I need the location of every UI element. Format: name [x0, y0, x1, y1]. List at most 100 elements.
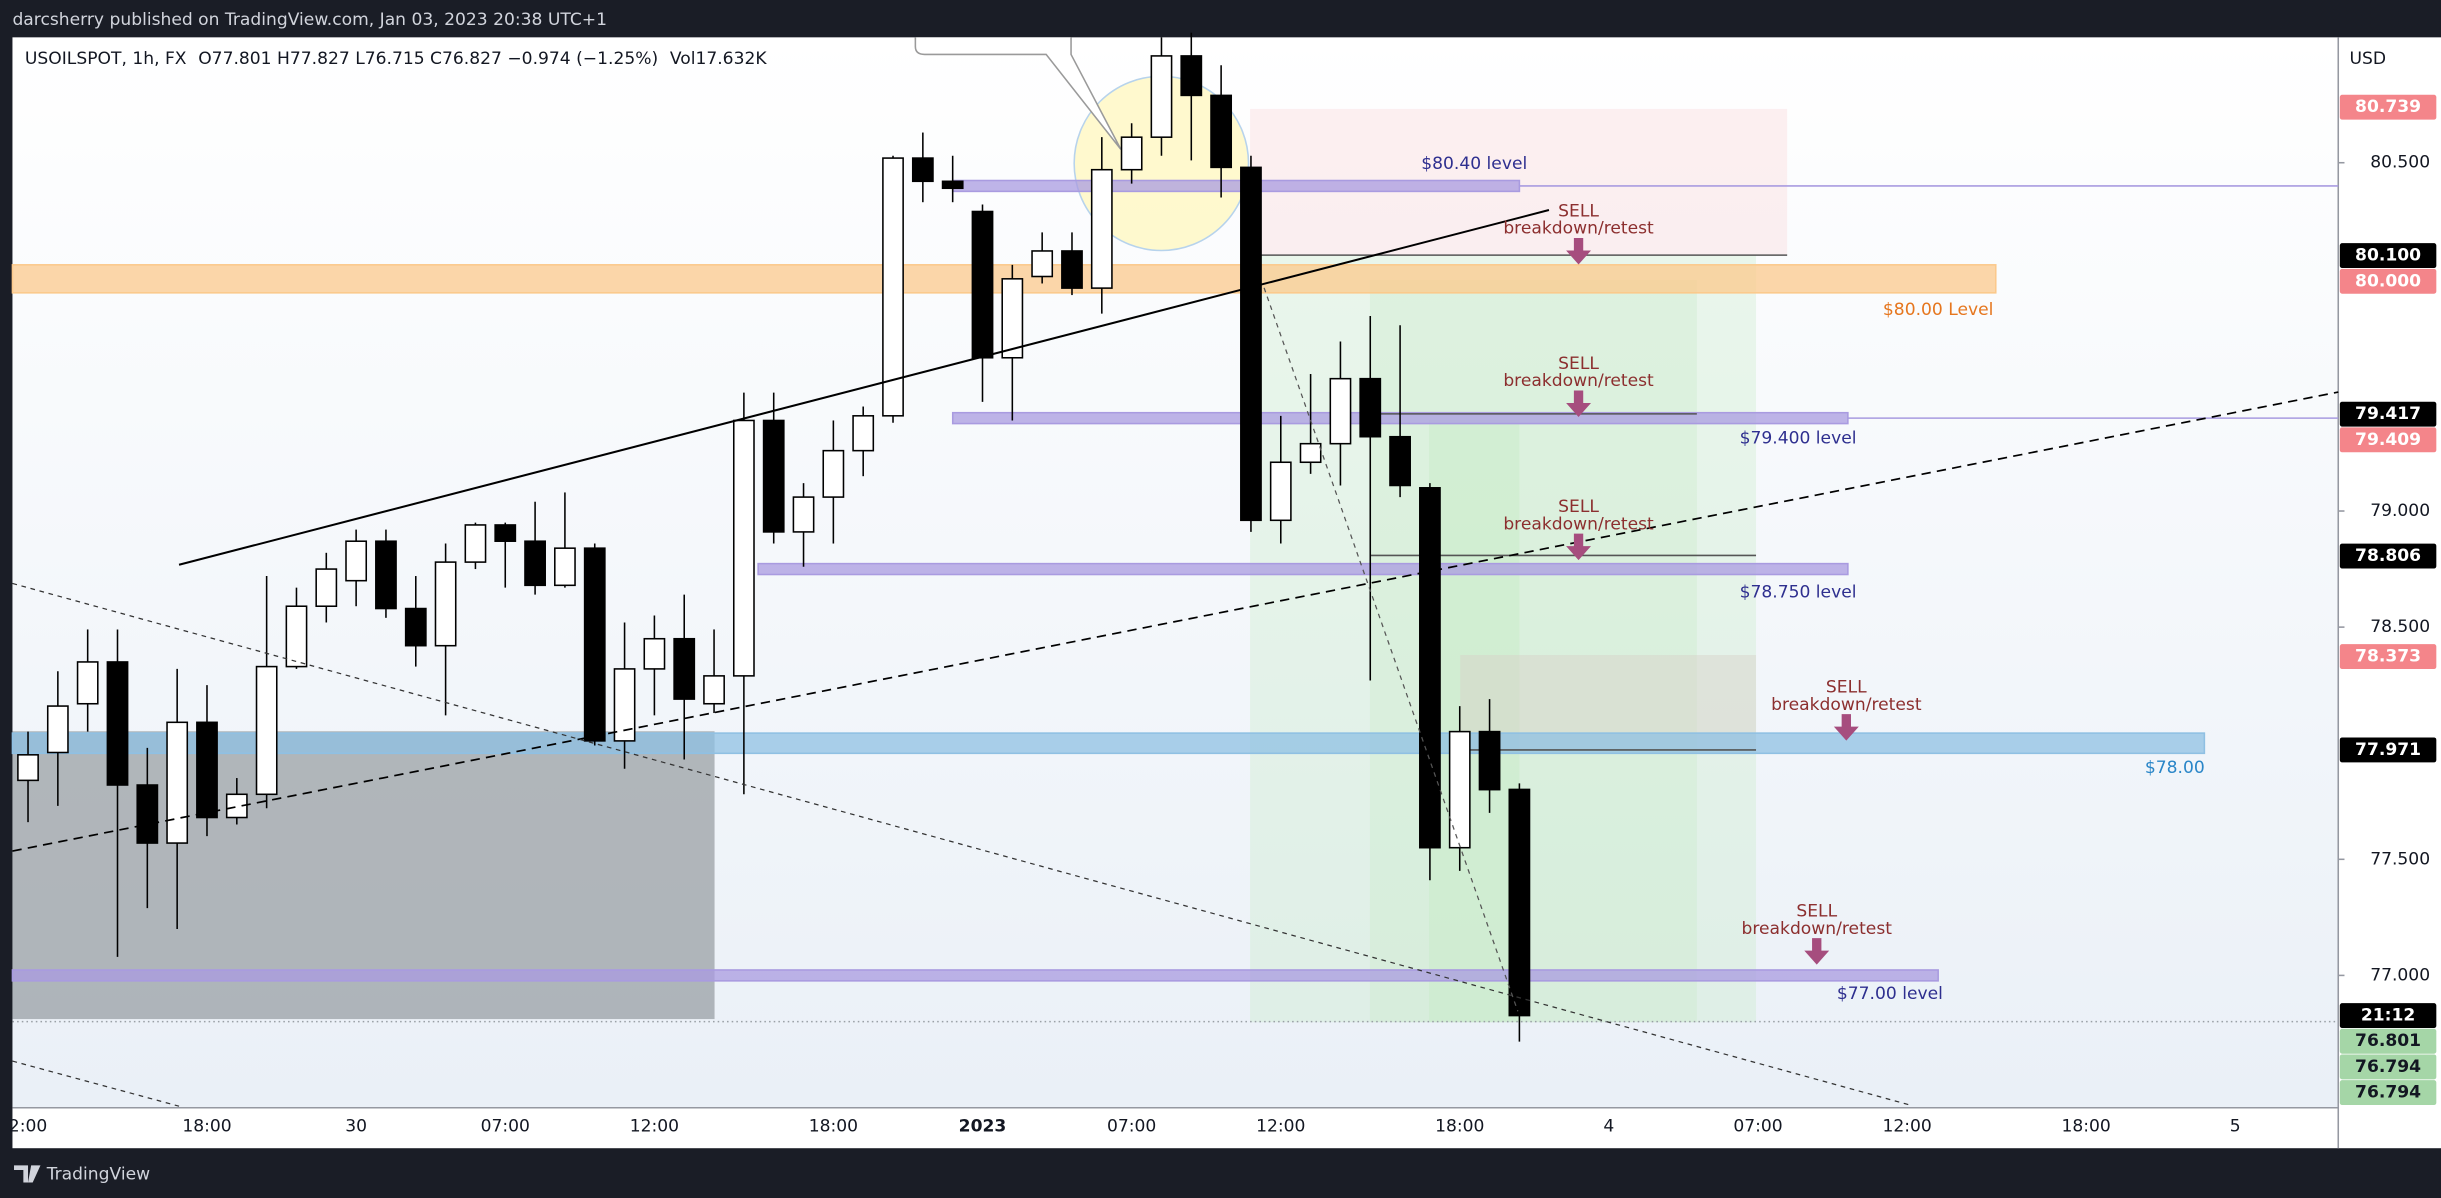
price-badge: [2339, 1054, 2437, 1080]
price-badge-label: 80.739: [2355, 97, 2421, 117]
level-label: $78.750 level: [1740, 582, 1857, 602]
price-badge-label: 76.794: [2355, 1057, 2421, 1077]
candle-body: [822, 449, 845, 498]
signal-arrow: [1833, 714, 1859, 741]
candle-body: [46, 705, 69, 754]
level-label: $79.400 level: [1740, 428, 1857, 448]
countdown-label: 21:12: [2361, 1006, 2415, 1026]
callout: [914, 37, 1122, 150]
signal-arrow: [1804, 938, 1830, 965]
candle-body: [225, 793, 248, 819]
candle-body: [554, 547, 576, 587]
candle-body: [494, 524, 517, 542]
signal-title: SELL: [1826, 678, 1867, 698]
trend-line: [12, 582, 1909, 1106]
legend: USOILSPOT, 1h, FX O77.801 H77.827 L76.71…: [25, 49, 767, 69]
candle-body: [106, 661, 129, 786]
candle-body: [1031, 250, 1054, 278]
candle-body: [643, 637, 666, 670]
candle-body: [345, 540, 368, 582]
signal-title: SELL: [1558, 497, 1599, 517]
candle-body: [941, 180, 964, 190]
signal-arrow: [1566, 390, 1592, 417]
reward-zone: [1429, 420, 1520, 1023]
x-tick-label: 2:00: [9, 1116, 47, 1136]
candle-body: [166, 721, 189, 844]
currency: USD: [2350, 49, 2387, 69]
candle-body: [762, 419, 785, 533]
y-tick-label: 79.000: [2370, 501, 2430, 521]
candle-body: [1389, 435, 1411, 487]
candle-body: [1090, 168, 1113, 289]
trend-lines: [12, 209, 2339, 1107]
candle-body: [613, 668, 636, 742]
price-badge-label: 77.971: [2355, 740, 2421, 760]
trend-line: [12, 391, 2339, 852]
price-badge-label: 78.373: [2355, 647, 2421, 667]
candle-body: [1508, 788, 1531, 1017]
level-band: [757, 562, 1849, 576]
x-tick-label: 07:00: [1733, 1116, 1782, 1136]
candle-body: [196, 721, 218, 819]
level-label: $78.00: [2145, 758, 2205, 778]
signal-arrow: [1566, 533, 1592, 561]
trend-line: [178, 209, 1550, 566]
signal-detail: breakdown/retest: [1742, 919, 1893, 939]
level-label: $80.40 level: [1421, 154, 1527, 174]
x-tick-label: 30: [345, 1116, 367, 1136]
level-label: $80.00 Level: [1883, 300, 1994, 320]
candle-body: [375, 540, 397, 610]
x-tick-label: 2023: [959, 1116, 1007, 1136]
brand-name: TradingView: [46, 1165, 150, 1185]
y-tick-label: 77.500: [2370, 849, 2430, 869]
level-band: [951, 179, 1521, 193]
signal-title: SELL: [1796, 902, 1837, 922]
price-badge: [2339, 1080, 2437, 1106]
candle-body: [524, 540, 546, 587]
countdown-badge: [2339, 1003, 2437, 1029]
price-badge: [2339, 737, 2437, 763]
legend-volume: Vol17.632K: [670, 49, 767, 69]
price-badge-label: 80.100: [2355, 246, 2421, 266]
candle-body: [971, 210, 994, 359]
candle-body: [1180, 55, 1203, 97]
y-tick-label: 78.500: [2370, 617, 2430, 637]
candles: [17, 32, 1531, 1042]
candle-body: [1061, 250, 1083, 289]
candle-body: [792, 496, 815, 533]
legend-symbol: USOILSPOT, 1h, FX: [25, 49, 187, 69]
candle-body: [1359, 377, 1382, 438]
candle-body: [1329, 377, 1352, 445]
x-tick-label: 18:00: [1435, 1116, 1484, 1136]
candle-body: [1299, 442, 1322, 464]
x-tick-label: 5: [2230, 1116, 2241, 1136]
brand-logo: [14, 1165, 41, 1183]
signal-detail: breakdown/retest: [1503, 371, 1654, 391]
candle-body: [434, 561, 457, 647]
candle-body: [1210, 94, 1233, 169]
candle-body: [1419, 487, 1441, 849]
candle-body: [1448, 730, 1471, 849]
candle-body: [136, 784, 159, 844]
legend-ohlc: O77.801 H77.827 L76.715 C76.827 −0.974 (…: [198, 49, 658, 69]
price-badge: [2339, 401, 2437, 427]
candle-body: [911, 157, 934, 183]
candle-body: [1150, 55, 1173, 138]
x-tick-label: 18:00: [2061, 1116, 2110, 1136]
signal-detail: breakdown/retest: [1771, 695, 1922, 715]
candle-body: [732, 419, 755, 677]
signals: SELLbreakdown/retestSELLbreakdown/retest…: [1503, 202, 1922, 965]
x-tick-label: 18:00: [182, 1116, 231, 1136]
signal-detail: breakdown/retest: [1503, 219, 1654, 239]
candle-body: [583, 547, 606, 742]
price-badge: [2339, 1028, 2437, 1054]
candle-body: [464, 524, 487, 563]
price-badge: [2339, 644, 2437, 670]
reward-zone: [1369, 280, 1697, 1023]
candle-body: [1269, 461, 1292, 522]
price-badge: [2339, 268, 2437, 294]
candle-body: [315, 568, 338, 607]
